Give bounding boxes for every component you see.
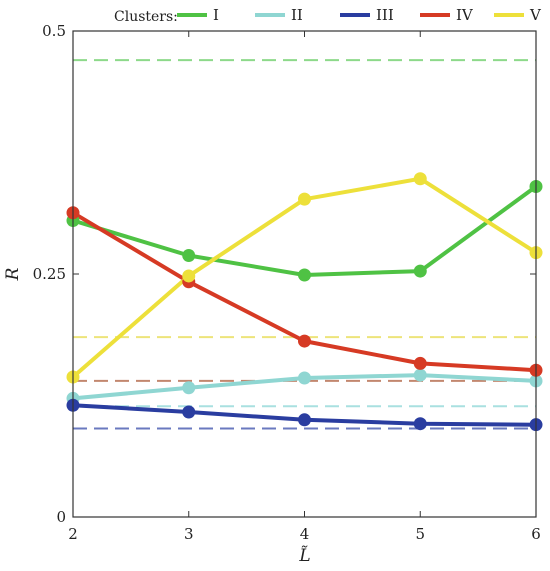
data-point-3-2 [182, 405, 196, 419]
y-tick-label: 0.5 [42, 22, 66, 40]
y-axis-ticks: 0 0.25 0.5 [33, 22, 536, 526]
y-tick-label: 0.25 [33, 265, 66, 283]
data-point-2-2 [182, 381, 196, 395]
legend-title: Clusters: [114, 9, 178, 25]
y-axis-title: R [3, 267, 23, 281]
data-point-2-4 [413, 368, 427, 382]
x-axis-title: L̃ [298, 546, 310, 566]
series-lines [71, 176, 538, 427]
data-point-1-3 [298, 268, 311, 282]
data-point-1-2 [182, 249, 196, 263]
legend-label-2: II [291, 6, 303, 24]
x-tick-label: 3 [184, 525, 194, 543]
legend: Clusters: I II III IV V [114, 6, 542, 25]
data-point-3-4 [413, 417, 427, 431]
data-point-2-3 [298, 371, 311, 385]
data-point-4-3 [298, 334, 311, 348]
x-axis-ticks: 2 3 4 5 6 [68, 31, 541, 543]
data-point-3-3 [298, 413, 311, 427]
data-point-5-4 [413, 172, 427, 186]
legend-label-4: IV [456, 6, 474, 24]
data-point-5-3 [298, 192, 311, 206]
y-tick-label: 0 [56, 508, 66, 526]
x-tick-label: 2 [68, 525, 78, 543]
x-tick-label: 5 [415, 525, 425, 543]
data-point-5-2 [182, 269, 196, 283]
x-tick-label: 6 [531, 525, 541, 543]
legend-label-1: I [213, 6, 219, 24]
legend-label-5: V [529, 6, 542, 24]
x-tick-label: 4 [300, 525, 310, 543]
legend-label-3: III [376, 6, 394, 24]
data-point-4-4 [413, 356, 427, 370]
data-point-1-4 [413, 264, 427, 278]
